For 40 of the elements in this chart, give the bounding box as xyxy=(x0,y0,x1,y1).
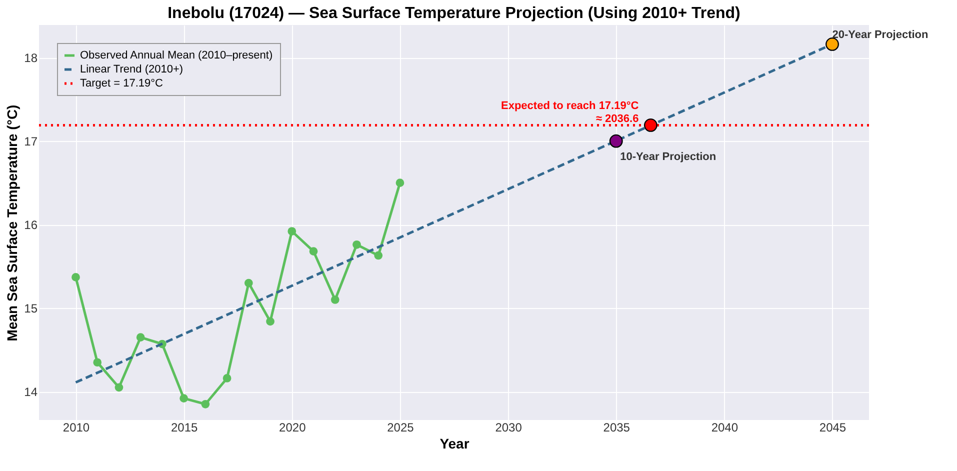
point xyxy=(93,358,102,367)
point xyxy=(244,278,253,288)
y-tick-label: 18 xyxy=(24,51,38,66)
x-axis-title: Year xyxy=(440,436,470,452)
point xyxy=(396,178,404,188)
y-axis-title: Mean Sea Surface Temperature (°C) xyxy=(4,104,20,342)
x-tick-label: 2040 xyxy=(711,420,738,434)
x-tick-label: 2045 xyxy=(819,420,846,434)
series-label: 10-Year Projection xyxy=(620,151,716,164)
point xyxy=(352,240,361,249)
legend-label: Observed Annual Mean (2010–present) xyxy=(80,50,273,62)
series-label: 20-Year Projection xyxy=(832,29,929,42)
chart-title: Inebolu (17024) — Sea Surface Temperature Projection (Using 2010+ Trend) xyxy=(168,5,740,22)
point xyxy=(609,134,623,148)
x-tick-label: 2035 xyxy=(603,420,630,434)
legend-label: Linear Trend (2010+) xyxy=(80,64,184,76)
point xyxy=(72,273,80,282)
point xyxy=(114,383,124,392)
y-tick-label: 15 xyxy=(24,302,38,316)
legend-label: Target = 17.19°C xyxy=(80,78,164,90)
y-tick-label: 16 xyxy=(24,218,38,232)
point xyxy=(374,251,383,260)
x-tick-label: 2025 xyxy=(387,420,414,434)
x-tick-label: 2015 xyxy=(170,420,198,434)
point xyxy=(136,333,145,342)
point xyxy=(266,317,274,326)
annotation: Expected to reach 17.19°C ≈ 2036.6 xyxy=(501,100,639,126)
point xyxy=(180,394,188,402)
y-tick-label: 14 xyxy=(24,385,38,400)
y-tick-label: 17 xyxy=(24,134,38,149)
point xyxy=(644,118,658,132)
point xyxy=(201,400,210,408)
point xyxy=(330,296,340,304)
point xyxy=(222,374,232,382)
point xyxy=(826,37,839,51)
x-tick-label: 2010 xyxy=(62,420,90,434)
x-tick-label: 2030 xyxy=(495,420,522,434)
point xyxy=(288,227,296,236)
point xyxy=(309,247,318,256)
x-tick-label: 2020 xyxy=(279,420,306,434)
